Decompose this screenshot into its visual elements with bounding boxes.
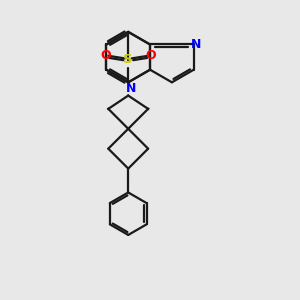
Text: O: O	[100, 49, 111, 62]
Text: O: O	[146, 49, 156, 62]
Text: S: S	[123, 53, 133, 66]
Text: N: N	[191, 38, 202, 51]
Text: N: N	[126, 82, 136, 95]
